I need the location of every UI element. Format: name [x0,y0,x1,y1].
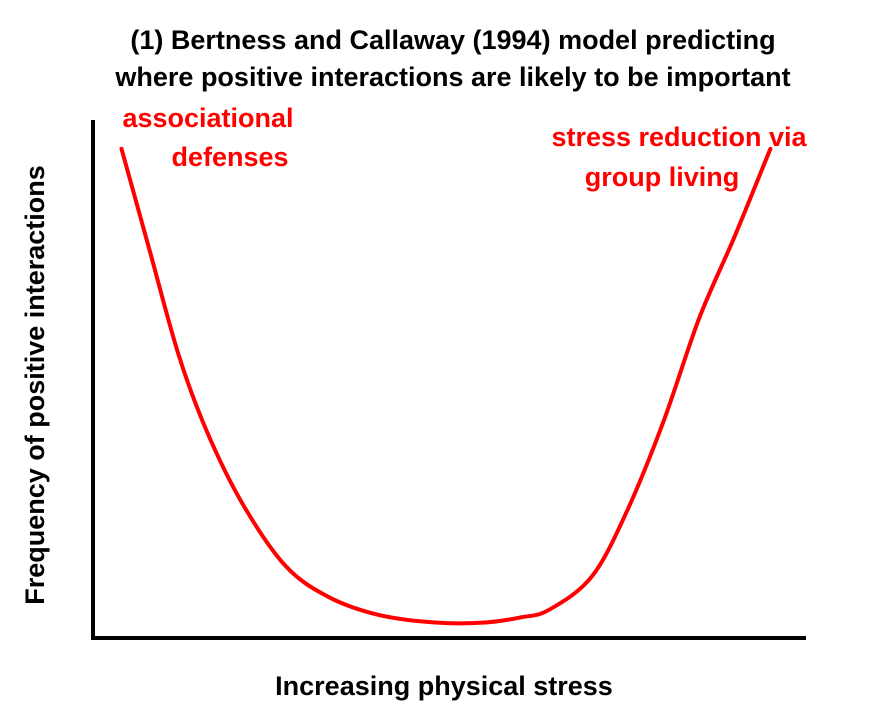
series-line-0 [119,146,773,626]
series-layer [119,146,773,626]
annotation-stress-reduction-line-2: group living [585,162,740,192]
annotation-associational-line-2: defenses [171,142,288,172]
annotation-associational-line-1: associational [122,103,293,133]
x-axis-label: Increasing physical stress [275,671,613,701]
chart-title-line-1: (1) Bertness and Callaway (1994) model p… [130,25,775,55]
y-axis-label: Frequency of positive interactions [20,165,50,605]
chart-title-line-2: where positive interactions are likely t… [114,62,790,92]
annotation-stress-reduction-line-1: stress reduction via [551,122,807,152]
